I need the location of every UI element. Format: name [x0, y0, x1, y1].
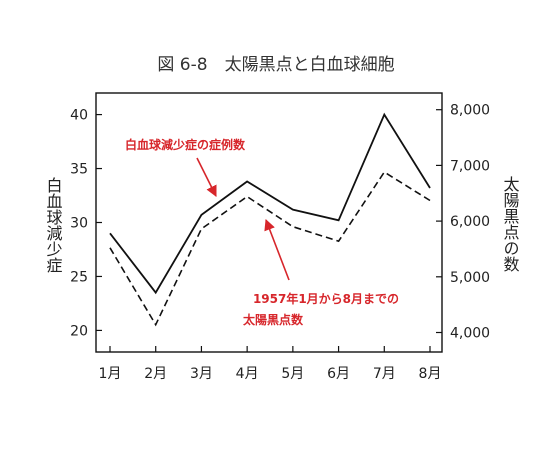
annotation-sunspot-text-line1: 1957年1月から8月までの — [253, 291, 399, 306]
left-tick-label: 20 — [70, 323, 88, 339]
x-tick-label: 5月 — [281, 366, 304, 382]
right-tick-label: 5,000 — [450, 270, 490, 286]
right-tick-label: 4,000 — [450, 326, 490, 342]
chart-title: 図 6-8 太陽黒点と白血球細胞 — [157, 55, 394, 75]
annotation-sunspot: 1957年1月から8月までの 太陽黒点数 — [243, 218, 399, 327]
left-tick-label: 25 — [70, 269, 88, 285]
annotation-sunspot-text-line2: 太陽黒点数 — [243, 312, 304, 327]
annotation-sunspot-arrow — [264, 218, 290, 281]
left-tick-label: 35 — [70, 162, 88, 178]
right-axis-ticks: 4,000 5,000 6,000 7,000 8,000 — [436, 103, 490, 342]
x-tick-label: 3月 — [190, 366, 213, 382]
left-axis-ticks: 20 25 30 35 40 — [70, 108, 102, 339]
x-axis-ticks: 1月 2月 3月 4月 5月 6月 7月 8月 — [99, 346, 442, 382]
x-tick-label: 7月 — [373, 366, 396, 382]
right-tick-label: 8,000 — [450, 103, 490, 119]
series-layer — [109, 112, 431, 327]
x-tick-label: 2月 — [144, 366, 167, 382]
series-line-sunspots — [109, 171, 431, 327]
left-axis-label: 白血球減少症 — [44, 177, 63, 273]
left-tick-label: 40 — [70, 108, 88, 124]
x-tick-label: 1月 — [99, 366, 122, 382]
series-line-wbc — [109, 112, 431, 295]
right-axis-label: 太陽黒点の数 — [501, 176, 520, 272]
left-tick-label: 30 — [70, 216, 88, 232]
annotation-wbc-text: 白血球減少症の症例数 — [125, 137, 246, 152]
annotation-wbc-arrow — [196, 157, 217, 198]
x-tick-label: 4月 — [236, 366, 259, 382]
x-tick-label: 6月 — [327, 366, 350, 382]
right-tick-label: 7,000 — [450, 158, 490, 174]
x-tick-label: 8月 — [419, 366, 442, 382]
right-tick-label: 6,000 — [450, 214, 490, 230]
annotation-wbc: 白血球減少症の症例数 — [125, 137, 246, 198]
